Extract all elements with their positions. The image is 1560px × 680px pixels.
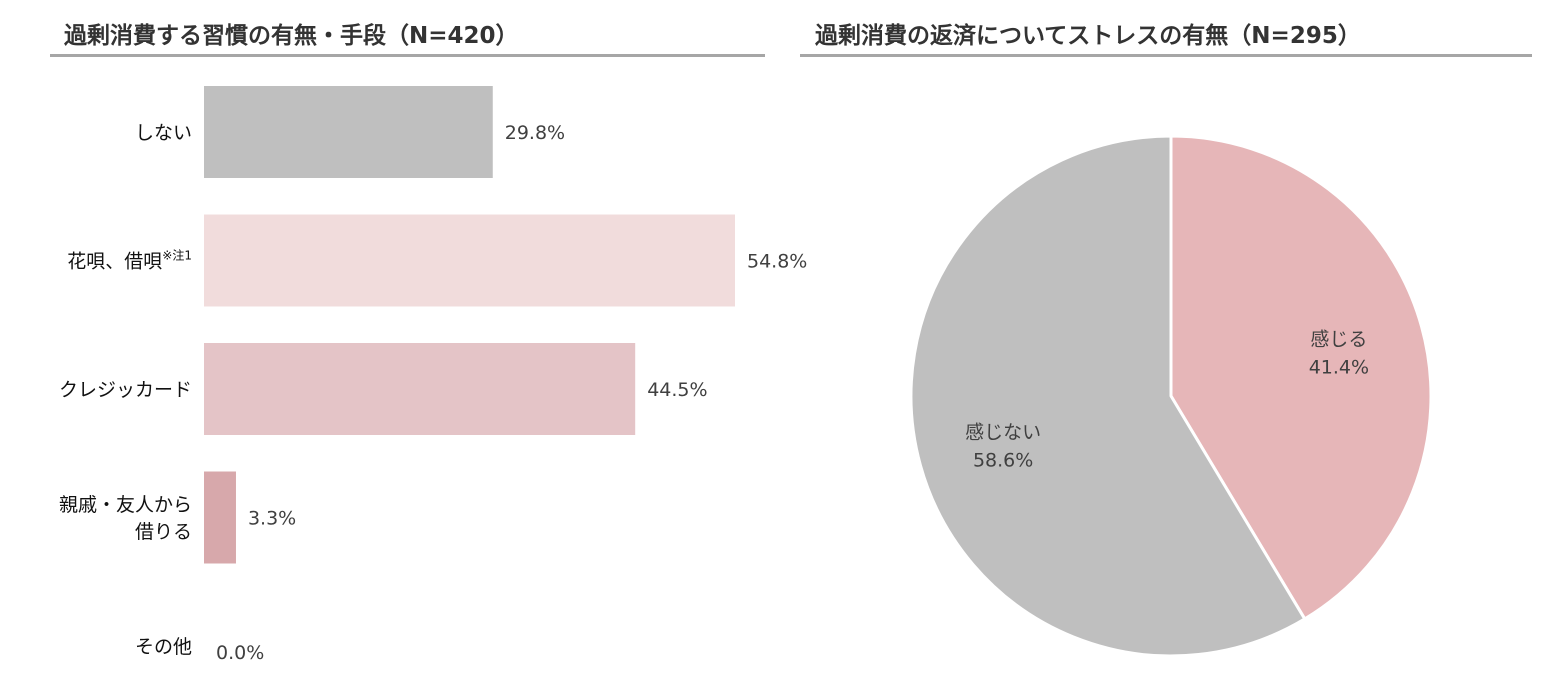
value-label-4: 0.0%	[216, 642, 264, 664]
value-label-3: 3.3%	[248, 508, 296, 530]
bar-3	[204, 471, 236, 564]
category-label-0: しない	[135, 122, 192, 144]
pie-title-rule	[800, 54, 1532, 57]
bar-chart-title: 過剰消費する習慣の有無・手段（N=420）	[64, 23, 519, 49]
bar-0	[204, 86, 493, 178]
pie-chart-title: 過剰消費の返済についてストレスの有無（N=295）	[815, 23, 1361, 49]
value-label-2: 44.5%	[647, 379, 707, 401]
pie-label-1: 感じない 58.6%	[965, 421, 1041, 471]
bar-title-rule	[50, 54, 765, 57]
pie-slice-0	[1169, 134, 1433, 621]
category-label-1: 花唄、借唄※注1	[67, 248, 192, 273]
value-label-1: 54.8%	[747, 251, 807, 273]
pie-label-0: 感じる 41.4%	[1309, 329, 1369, 379]
bar-chart: しない 29.8% 花唄、借唄※注1 54.8% クレジッカード 44.5% 親戚・友人から…	[59, 86, 807, 664]
bar-1	[204, 214, 736, 307]
category-label-2: クレジッカード	[59, 379, 192, 401]
pie-slice-1	[909, 134, 1307, 658]
value-label-0: 29.8%	[505, 122, 565, 144]
category-label-3: 親戚・友人から借りる	[59, 494, 192, 543]
bar-2	[204, 343, 636, 435]
category-label-4: その他	[135, 636, 192, 658]
